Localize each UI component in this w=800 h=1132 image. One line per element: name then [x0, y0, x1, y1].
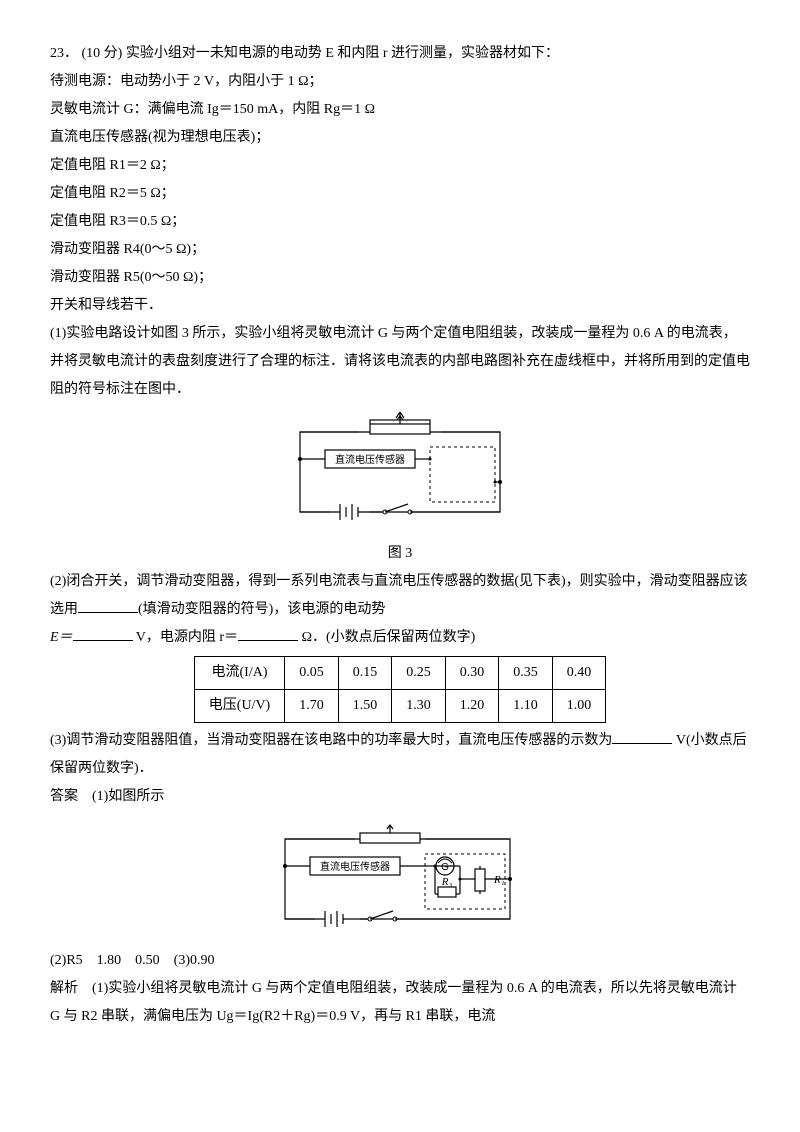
- q-intro: 实验小组对一未知电源的电动势 E 和内阻 r 进行测量，实验器材如下：: [126, 46, 559, 61]
- part-2-line2: E＝ V，电源内阻 r＝ Ω．(小数点后保留两位数字): [50, 624, 750, 652]
- sensor-label-2: 直流电压传感器: [320, 860, 390, 873]
- r3-label: R₃: [441, 876, 453, 888]
- table-row: 电压(U/V) 1.70 1.50 1.30 1.20 1.10 1.00: [194, 690, 605, 723]
- item-5: 定值电阻 R3＝0.5 Ω；: [50, 208, 750, 236]
- answer-2: (2)R5 1.80 0.50 (3)0.90: [50, 947, 750, 975]
- galvanometer-label: G: [441, 862, 449, 873]
- figure-3: 直流电压传感器: [50, 412, 750, 532]
- item-8: 开关和导线若干．: [50, 292, 750, 320]
- part-2: (2)闭合开关，调节滑动变阻器，得到一系列电流表与直流电压传感器的数据(见下表)…: [50, 568, 750, 624]
- figure-3-caption: 图 3: [50, 540, 750, 568]
- item-6: 滑动变阻器 R4(0～5 Ω)；: [50, 236, 750, 264]
- item-1: 灵敏电流计 G：满偏电流 Ig＝150 mA，内阻 Rg＝1 Ω: [50, 96, 750, 124]
- table-row: 电流(I/A) 0.05 0.15 0.25 0.30 0.35 0.40: [194, 657, 605, 690]
- item-7: 滑动变阻器 R5(0～50 Ω)；: [50, 264, 750, 292]
- item-3: 定值电阻 R1＝2 Ω；: [50, 152, 750, 180]
- figure-answer: 直流电压传感器 G R₃ R₁: [50, 819, 750, 939]
- answer-1: 答案 (1)如图所示: [50, 783, 750, 811]
- explanation: 解析 (1)实验小组将灵敏电流计 G 与两个定值电阻组装，改装成一量程为 0.6…: [50, 975, 750, 1031]
- question-header: 23． (10 分) 实验小组对一未知电源的电动势 E 和内阻 r 进行测量，实…: [50, 40, 750, 68]
- circuit-diagram-blank: 直流电压传感器: [270, 412, 530, 532]
- q-number: 23．: [50, 46, 78, 61]
- item-0: 待测电源：电动势小于 2 V，内阻小于 1 Ω；: [50, 68, 750, 96]
- q-points: (10 分): [82, 46, 123, 61]
- blank-u: [612, 729, 672, 744]
- item-4: 定值电阻 R2＝5 Ω；: [50, 180, 750, 208]
- blank-emf: [73, 626, 133, 641]
- part-1: (1)实验电路设计如图 3 所示，实验小组将灵敏电流计 G 与两个定值电阻组装，…: [50, 320, 750, 404]
- sensor-label: 直流电压传感器: [335, 453, 405, 466]
- circuit-diagram-answer: 直流电压传感器 G R₃ R₁: [260, 819, 540, 939]
- data-table: 电流(I/A) 0.05 0.15 0.25 0.30 0.35 0.40 电压…: [194, 656, 606, 723]
- blank-rheostat: [78, 598, 138, 613]
- blank-r: [238, 626, 298, 641]
- item-2: 直流电压传感器(视为理想电压表)；: [50, 124, 750, 152]
- r1-label: R₁: [493, 874, 505, 886]
- part-3: (3)调节滑动变阻器阻值，当滑动变阻器在该电路中的功率最大时，直流电压传感器的示…: [50, 727, 750, 783]
